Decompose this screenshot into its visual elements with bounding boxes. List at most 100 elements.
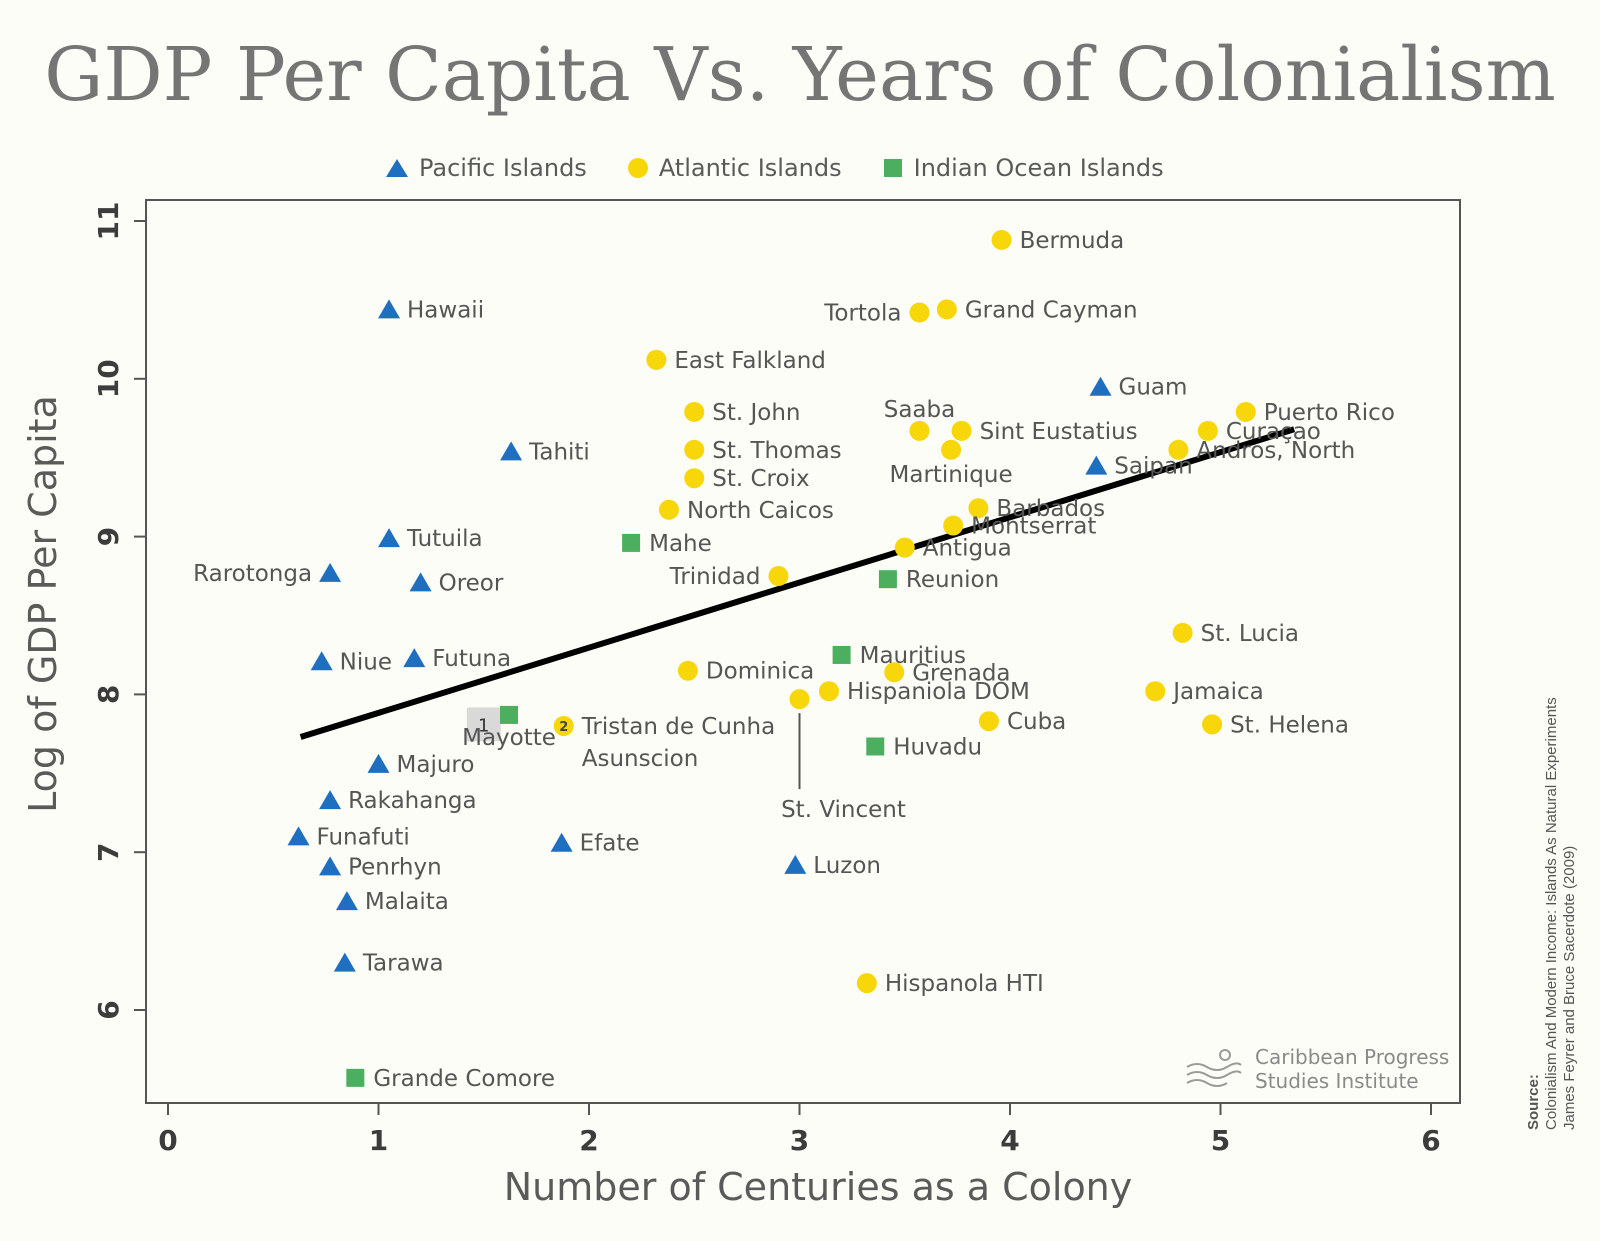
logo: Caribbean Progress Studies Institute (1185, 1045, 1449, 1093)
point-label: Curaçao (1226, 419, 1321, 445)
indian-point-marker (500, 705, 519, 724)
pacific-point-marker (319, 790, 342, 810)
indian-point-marker (832, 645, 851, 664)
legend-item-indian: Indian Ocean Islands (882, 154, 1164, 182)
atlantic-point-marker (884, 662, 905, 683)
atlantic-point-marker (943, 515, 964, 536)
point-label: St. Helena (1230, 712, 1349, 738)
point-label: Tortola (823, 301, 901, 327)
cluster-badge (466, 707, 501, 742)
point-label: Puerto Rico (1264, 400, 1395, 426)
pacific-point-marker (367, 753, 390, 773)
pacific-point-marker (319, 562, 342, 582)
point-label: Guam (1119, 375, 1188, 401)
point-label: Martinique (890, 462, 1013, 488)
point-label: Grande Comore (373, 1066, 555, 1092)
point-label: Antigua (923, 536, 1012, 562)
cluster-badge-label: 2 (559, 720, 568, 735)
atlantic-point-marker (941, 439, 962, 460)
point-label: Luzon (813, 853, 881, 879)
y-tick-label: 7 (92, 842, 125, 861)
pacific-point-marker (319, 856, 342, 876)
point-label: Hispanola HTI (885, 971, 1044, 997)
atlantic-point-marker (684, 439, 705, 460)
y-tick-label: 6 (92, 1000, 125, 1019)
point-label: Majuro (397, 752, 475, 778)
point-label: Cuba (1007, 709, 1066, 735)
y-tick-label: 9 (92, 527, 125, 546)
atlantic-point-marker (909, 420, 930, 441)
logo-line-2: Studies Institute (1255, 1069, 1419, 1093)
atlantic-point-marker (658, 499, 679, 520)
pacific-point-marker (784, 854, 807, 874)
cluster-badge-label: 1 (478, 715, 489, 736)
logo-text: Caribbean Progress Studies Institute (1255, 1045, 1449, 1093)
point-label: Tutuila (406, 526, 483, 552)
indian-point-marker (878, 570, 897, 589)
pacific-point-marker (335, 891, 358, 911)
atlantic-point-marker (677, 660, 698, 681)
atlantic-point-marker (856, 973, 877, 994)
pacific-point-marker (1089, 376, 1112, 396)
source-line-2: James Feyrer and Bruce Sacerdote (2009) (1561, 845, 1578, 1130)
legend-item-atlantic: Atlantic Islands (627, 154, 842, 182)
point-label: Futuna (432, 646, 511, 672)
x-tick-label: 5 (1211, 1124, 1230, 1157)
point-label: Barbados (996, 496, 1105, 522)
point-label: Grand Cayman (965, 297, 1138, 323)
atlantic-point-marker (684, 468, 705, 489)
legend-label-atlantic: Atlantic Islands (658, 154, 842, 182)
atlantic-point-marker (991, 229, 1012, 250)
point-label: Funafuti (317, 824, 410, 850)
source-label: Source: (1525, 1074, 1542, 1130)
point-label: Jamaica (1171, 679, 1264, 705)
atlantic-point-marker (894, 537, 915, 558)
point-label: St. Croix (712, 466, 809, 492)
point-label: Niue (340, 649, 392, 675)
point-label: Malaita (365, 889, 449, 915)
point-label: Bermuda (1020, 228, 1125, 254)
pacific-point-marker (378, 528, 401, 548)
indian-point-marker (866, 737, 885, 756)
x-axis-title: Number of Centuries as a Colony (504, 1165, 1133, 1209)
atlantic-point-marker (1235, 401, 1256, 422)
source-line-1: Colonialism And Modern Income: Islands A… (1543, 697, 1560, 1130)
atlantic-point-marker (818, 681, 839, 702)
pacific-point-marker (403, 648, 426, 668)
chart-title: GDP Per Capita Vs. Years of Colonialism (44, 32, 1556, 118)
x-tick-label: 4 (1000, 1124, 1019, 1157)
logo-line-1: Caribbean Progress (1255, 1045, 1450, 1069)
indian-point-marker (346, 1068, 365, 1087)
point-label: Mauritius (860, 643, 966, 669)
point-label: Montserrat (971, 514, 1096, 540)
atlantic-point-marker (768, 566, 789, 587)
legend-label-pacific: Pacific Islands (419, 154, 587, 182)
point-label: St. Thomas (712, 438, 841, 464)
indian-point-marker (622, 533, 641, 552)
point-label: St. John (712, 400, 800, 426)
atlantic-point-marker (951, 420, 972, 441)
point-label: Tristan de Cunha (581, 714, 775, 740)
pacific-point-marker (550, 832, 573, 852)
point-label: Hispaniola DOM (847, 679, 1030, 705)
legend-item-pacific: Pacific Islands (385, 154, 587, 182)
atlantic-point-marker (1168, 439, 1189, 460)
triangle-icon (386, 159, 408, 177)
square-icon (883, 159, 902, 177)
point-label: Andros, North (1196, 438, 1355, 464)
y-tick-label: 10 (92, 359, 125, 398)
atlantic-point-marker (1145, 681, 1166, 702)
point-label: Hawaii (407, 297, 484, 323)
point-label: St. Lucia (1201, 621, 1299, 647)
point-label: Huvadu (893, 734, 982, 760)
pacific-point-marker (333, 952, 356, 972)
point-label: Oreor (439, 570, 504, 596)
atlantic-point-marker (789, 689, 810, 710)
trendline-group (299, 426, 1296, 740)
atlantic-point-marker (553, 715, 574, 736)
pacific-point-marker (310, 651, 333, 671)
pacific-point-marker (409, 572, 432, 592)
axis-ticks: 0 1 2 3 4 5 6 6 7 8 9 10 11 (92, 202, 1441, 1157)
waves-icon (1186, 1049, 1242, 1087)
